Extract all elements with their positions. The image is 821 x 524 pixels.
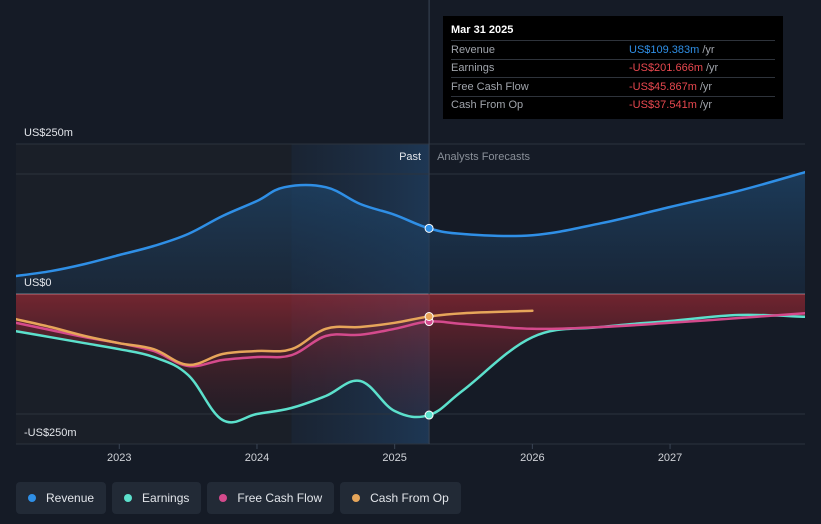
free-cash-flow-dot-icon [219, 494, 228, 502]
tooltip-label: Cash From Op [451, 99, 524, 112]
chart-legend: Revenue Earnings Free Cash Flow Cash Fro… [16, 482, 461, 514]
tooltip-panel: Mar 31 2025 Revenue US$109.383m /yr Earn… [443, 16, 783, 119]
revenue-dot-icon [28, 494, 36, 502]
forecast-label: Analysts Forecasts [437, 151, 530, 163]
y-axis-label: US$0 [24, 277, 52, 289]
tooltip-unit: /yr [699, 80, 713, 93]
legend-item-cash-from-op[interactable]: Cash From Op [340, 482, 461, 514]
cash-from-op-line [16, 309, 534, 367]
tooltip-label: Revenue [451, 43, 496, 56]
y-axis-label: -US$250m [24, 427, 77, 439]
cash-from-op-marker [424, 312, 434, 321]
tooltip-unit: /yr [699, 99, 713, 112]
tooltip-row-revenue: Revenue US$109.383m /yr [451, 40, 775, 59]
legend-label: Free Cash Flow [237, 491, 323, 505]
tooltip-row-cash-from-op: Cash From Op -US$37.541m /yr [451, 95, 775, 115]
tooltip-unit: /yr [702, 43, 715, 56]
earnings-marker [424, 410, 434, 420]
cash-from-op-dot-icon [352, 494, 361, 502]
legend-item-free-cash-flow[interactable]: Free Cash Flow [207, 482, 335, 514]
x-tick-label: 2024 [245, 452, 269, 464]
tooltip-label: Earnings [451, 62, 495, 75]
x-tick-label: 2023 [107, 452, 131, 464]
legend-label: Earnings [142, 491, 190, 505]
past-label: Past [399, 151, 421, 163]
y-axis-label: US$250m [24, 127, 73, 139]
earnings-dot-icon [124, 494, 133, 502]
x-tick-label: 2026 [520, 452, 544, 464]
x-tick-label: 2025 [382, 452, 406, 464]
tooltip-label: Free Cash Flow [451, 80, 529, 93]
tooltip-row-earnings: Earnings -US$201.666m /yr [451, 58, 775, 78]
tooltip-value: -US$45.867m [629, 80, 697, 93]
tooltip-value: -US$201.666m [629, 62, 703, 75]
legend-item-earnings[interactable]: Earnings [112, 482, 202, 514]
legend-item-revenue[interactable]: Revenue [16, 482, 107, 514]
revenue-line [16, 170, 805, 278]
tooltip-value: US$109.383m [629, 43, 700, 56]
tooltip-value: -US$37.541m [629, 99, 697, 112]
tooltip-date: Mar 31 2025 [451, 24, 514, 36]
legend-label: Cash From Op [370, 491, 449, 505]
tooltip-row-free-cash-flow: Free Cash Flow -US$45.867m /yr [451, 77, 775, 96]
revenue-area [16, 172, 805, 294]
legend-label: Revenue [46, 491, 95, 505]
x-tick-label: 2027 [658, 452, 682, 464]
revenue-marker [424, 223, 434, 233]
tooltip-unit: /yr [706, 62, 719, 75]
